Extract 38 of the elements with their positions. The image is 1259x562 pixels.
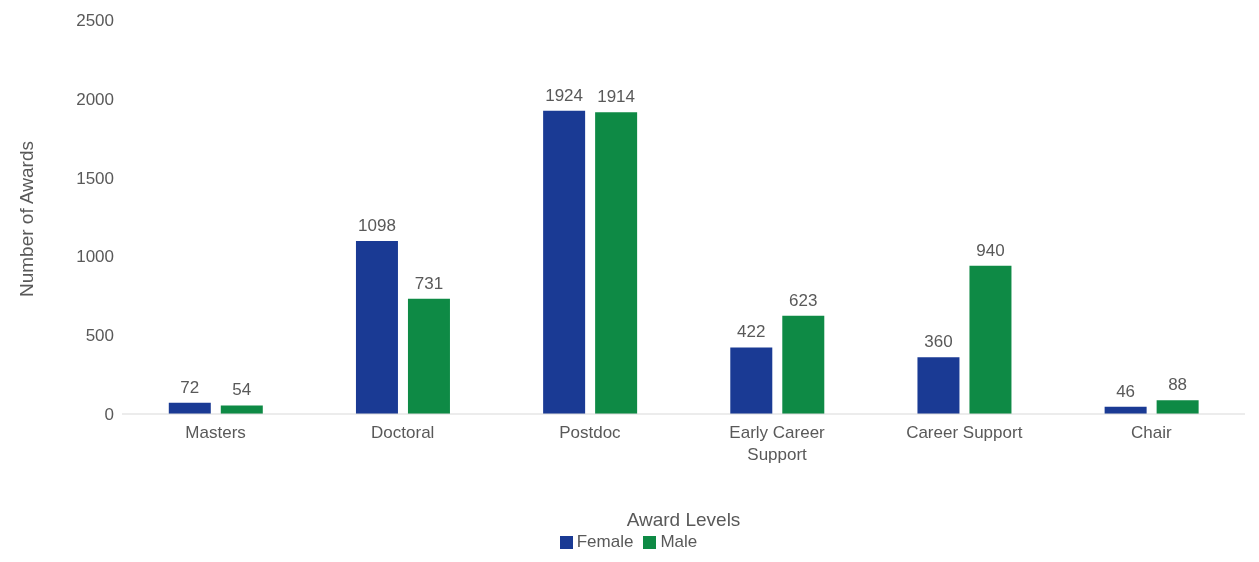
- y-tick-label: 1000: [76, 247, 114, 267]
- data-label: 422: [737, 322, 766, 342]
- y-tick-label: 1500: [76, 168, 114, 188]
- x-tick-label: Masters: [185, 423, 246, 442]
- bar: [220, 405, 263, 414]
- data-label: 54: [232, 380, 252, 400]
- data-label: 360: [924, 332, 953, 352]
- legend-label: Female: [576, 532, 634, 551]
- data-label: 88: [1168, 375, 1188, 395]
- x-tick-label: Doctoral: [371, 423, 435, 442]
- bar: [782, 315, 825, 414]
- bar: [917, 357, 960, 414]
- bar: [543, 110, 586, 414]
- bar: [1156, 400, 1199, 414]
- x-tick-label: Career Support: [906, 423, 1023, 442]
- data-label: 940: [976, 240, 1005, 260]
- data-label: 1098: [358, 215, 396, 235]
- data-label: 623: [789, 290, 818, 310]
- y-tick-label: 0: [104, 405, 114, 425]
- data-label: 1914: [597, 87, 636, 107]
- bar: [595, 112, 638, 414]
- data-label: 731: [414, 273, 444, 293]
- y-tick-label: 2500: [76, 11, 114, 31]
- legend-label: Male: [660, 532, 698, 551]
- x-tick-label: Chair: [1131, 423, 1173, 442]
- bar: [730, 347, 773, 414]
- y-axis-title: Number of Awards: [15, 141, 37, 297]
- y-tick-label: 500: [85, 326, 114, 346]
- bar: [969, 265, 1012, 414]
- data-label: 72: [180, 377, 200, 397]
- x-tick-label: Postdoc: [559, 423, 622, 442]
- data-label: 1924: [545, 85, 584, 105]
- x-tick-label: Early Career Support: [729, 423, 826, 464]
- y-tick-label: 2000: [76, 89, 114, 109]
- x-axis-title: Award Levels: [626, 509, 741, 530]
- bar: [355, 240, 398, 414]
- bar: [407, 298, 450, 414]
- data-label: 46: [1116, 381, 1136, 401]
